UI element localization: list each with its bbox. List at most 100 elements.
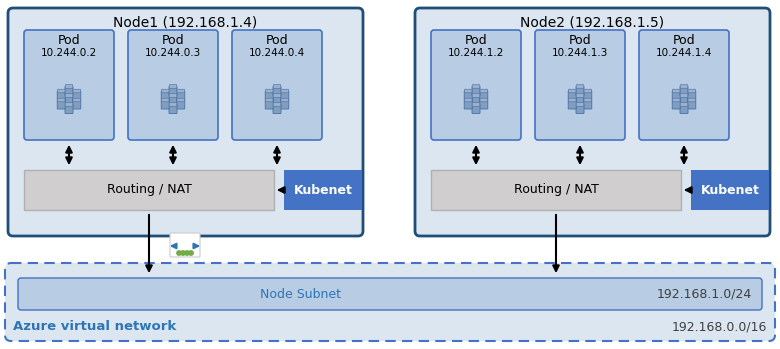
- FancyBboxPatch shape: [58, 89, 65, 93]
- FancyBboxPatch shape: [464, 89, 472, 93]
- FancyBboxPatch shape: [688, 89, 696, 93]
- FancyBboxPatch shape: [177, 91, 185, 100]
- FancyBboxPatch shape: [169, 94, 177, 97]
- FancyBboxPatch shape: [568, 91, 576, 100]
- FancyBboxPatch shape: [415, 8, 770, 236]
- FancyBboxPatch shape: [281, 89, 289, 93]
- FancyBboxPatch shape: [177, 89, 185, 93]
- FancyBboxPatch shape: [170, 233, 200, 257]
- FancyBboxPatch shape: [431, 30, 521, 140]
- Text: Pod: Pod: [58, 35, 80, 47]
- Bar: [284, 170, 362, 210]
- FancyBboxPatch shape: [57, 100, 66, 109]
- Circle shape: [189, 251, 193, 255]
- FancyBboxPatch shape: [576, 96, 584, 104]
- FancyBboxPatch shape: [680, 103, 688, 106]
- FancyBboxPatch shape: [584, 98, 591, 102]
- Text: Pod: Pod: [569, 35, 591, 47]
- FancyBboxPatch shape: [128, 30, 218, 140]
- FancyBboxPatch shape: [161, 100, 169, 109]
- FancyBboxPatch shape: [73, 89, 80, 93]
- FancyBboxPatch shape: [65, 96, 73, 104]
- FancyBboxPatch shape: [265, 98, 273, 102]
- Text: 192.168.0.0/16: 192.168.0.0/16: [672, 320, 767, 333]
- FancyBboxPatch shape: [576, 103, 583, 106]
- FancyBboxPatch shape: [672, 98, 680, 102]
- Text: Azure virtual network: Azure virtual network: [13, 320, 176, 333]
- FancyBboxPatch shape: [58, 98, 65, 102]
- FancyBboxPatch shape: [576, 104, 584, 113]
- Text: Kubenet: Kubenet: [293, 184, 353, 196]
- Text: 10.244.0.4: 10.244.0.4: [249, 48, 305, 58]
- Text: Routing / NAT: Routing / NAT: [107, 184, 191, 196]
- FancyBboxPatch shape: [680, 96, 688, 104]
- Bar: [691, 170, 769, 210]
- FancyBboxPatch shape: [576, 87, 584, 96]
- FancyBboxPatch shape: [464, 91, 472, 100]
- Text: Node1 (192.168.1.4): Node1 (192.168.1.4): [113, 15, 257, 29]
- FancyBboxPatch shape: [24, 30, 114, 140]
- Text: Pod: Pod: [465, 35, 488, 47]
- FancyBboxPatch shape: [688, 100, 696, 109]
- FancyBboxPatch shape: [273, 85, 281, 88]
- FancyBboxPatch shape: [464, 98, 472, 102]
- Text: Pod: Pod: [161, 35, 184, 47]
- FancyBboxPatch shape: [472, 96, 480, 104]
- Text: 10.244.0.3: 10.244.0.3: [145, 48, 201, 58]
- FancyBboxPatch shape: [583, 91, 592, 100]
- FancyBboxPatch shape: [680, 104, 688, 113]
- Text: Node2 (192.168.1.5): Node2 (192.168.1.5): [520, 15, 665, 29]
- FancyBboxPatch shape: [281, 100, 289, 109]
- FancyBboxPatch shape: [169, 85, 177, 88]
- Text: 10.244.0.2: 10.244.0.2: [41, 48, 98, 58]
- FancyBboxPatch shape: [576, 85, 583, 88]
- FancyBboxPatch shape: [569, 98, 576, 102]
- Text: 192.168.1.0/24: 192.168.1.0/24: [657, 288, 752, 300]
- FancyBboxPatch shape: [273, 103, 281, 106]
- FancyBboxPatch shape: [18, 278, 762, 310]
- FancyBboxPatch shape: [177, 98, 185, 102]
- FancyBboxPatch shape: [464, 100, 472, 109]
- FancyBboxPatch shape: [273, 94, 281, 97]
- FancyBboxPatch shape: [480, 98, 488, 102]
- FancyBboxPatch shape: [584, 89, 591, 93]
- FancyBboxPatch shape: [265, 91, 273, 100]
- FancyBboxPatch shape: [169, 96, 177, 104]
- Text: Node Subnet: Node Subnet: [261, 288, 341, 300]
- FancyBboxPatch shape: [672, 91, 680, 100]
- FancyBboxPatch shape: [169, 103, 177, 106]
- Circle shape: [181, 251, 185, 255]
- FancyBboxPatch shape: [66, 94, 73, 97]
- FancyBboxPatch shape: [169, 87, 177, 96]
- Text: 10.244.1.4: 10.244.1.4: [656, 48, 712, 58]
- FancyBboxPatch shape: [273, 96, 281, 104]
- FancyBboxPatch shape: [569, 89, 576, 93]
- FancyBboxPatch shape: [576, 94, 583, 97]
- FancyBboxPatch shape: [66, 85, 73, 88]
- FancyBboxPatch shape: [73, 91, 81, 100]
- Text: 10.244.1.3: 10.244.1.3: [551, 48, 608, 58]
- FancyBboxPatch shape: [8, 8, 363, 236]
- Text: Kubenet: Kubenet: [700, 184, 760, 196]
- FancyBboxPatch shape: [66, 103, 73, 106]
- FancyBboxPatch shape: [472, 103, 480, 106]
- FancyBboxPatch shape: [583, 100, 592, 109]
- FancyBboxPatch shape: [568, 100, 576, 109]
- Text: Pod: Pod: [672, 35, 695, 47]
- FancyBboxPatch shape: [65, 104, 73, 113]
- Text: Routing / NAT: Routing / NAT: [513, 184, 598, 196]
- FancyBboxPatch shape: [472, 104, 480, 113]
- FancyBboxPatch shape: [480, 91, 488, 100]
- FancyBboxPatch shape: [265, 89, 273, 93]
- FancyBboxPatch shape: [73, 100, 81, 109]
- FancyBboxPatch shape: [672, 100, 680, 109]
- Circle shape: [185, 251, 190, 255]
- FancyBboxPatch shape: [161, 91, 169, 100]
- Text: 10.244.1.2: 10.244.1.2: [448, 48, 504, 58]
- FancyBboxPatch shape: [161, 89, 169, 93]
- FancyBboxPatch shape: [5, 263, 775, 341]
- FancyBboxPatch shape: [639, 30, 729, 140]
- FancyBboxPatch shape: [161, 98, 169, 102]
- FancyBboxPatch shape: [472, 94, 480, 97]
- FancyBboxPatch shape: [480, 100, 488, 109]
